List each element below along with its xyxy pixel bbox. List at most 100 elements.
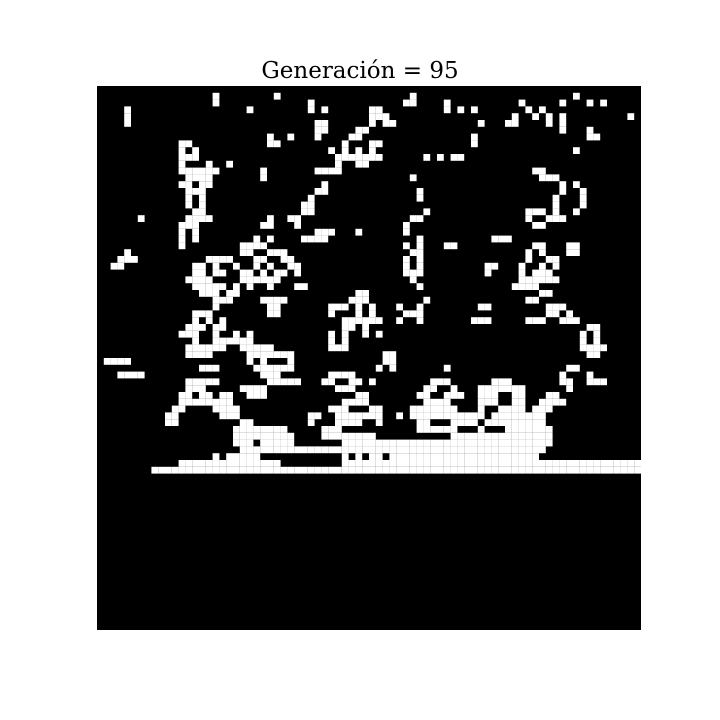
alive-cell (484, 466, 492, 474)
alive-cell (335, 167, 342, 175)
alive-cell (131, 371, 138, 379)
alive-cell (199, 262, 206, 270)
alive-cell (566, 364, 573, 372)
alive-cell (205, 392, 213, 399)
alive-cell (532, 405, 539, 413)
alive-cell (260, 351, 267, 358)
alive-cell (185, 174, 193, 182)
alive-cell (518, 432, 526, 440)
alive-cell (416, 460, 424, 467)
alive-cell (613, 460, 621, 467)
alive-cell (498, 432, 505, 440)
alive-cell (219, 317, 227, 324)
alive-cell (185, 351, 193, 358)
alive-cell (246, 426, 254, 433)
alive-cell (246, 330, 254, 338)
alive-cell (273, 446, 281, 454)
alive-cell (573, 249, 580, 256)
alive-cell (484, 262, 492, 270)
alive-cell (409, 439, 417, 447)
alive-cell (253, 432, 261, 440)
alive-cell (253, 351, 261, 358)
alive-cell (267, 215, 274, 222)
alive-cell (233, 290, 240, 297)
alive-cell (328, 303, 335, 311)
alive-cell (559, 120, 567, 127)
alive-cell (573, 364, 580, 372)
alive-cell (552, 174, 560, 182)
alive-cell (341, 337, 349, 345)
alive-cell (287, 364, 295, 372)
alive-cell (199, 188, 206, 195)
alive-cell (532, 419, 539, 426)
alive-cell (185, 378, 193, 386)
alive-cell (341, 405, 349, 413)
alive-cell (552, 208, 560, 216)
alive-cell (294, 283, 301, 290)
alive-cell (416, 439, 424, 447)
alive-cell (539, 466, 546, 474)
alive-cell (430, 460, 437, 467)
alive-cell (348, 371, 356, 379)
alive-cell (335, 405, 342, 413)
alive-cell (117, 256, 125, 263)
alive-cell (246, 242, 254, 250)
alive-cell (375, 364, 383, 372)
alive-cell (525, 256, 533, 263)
alive-cell (389, 364, 397, 372)
alive-cell (355, 378, 363, 386)
alive-cell (287, 351, 295, 358)
alive-cell (260, 256, 267, 263)
alive-cell (307, 194, 315, 202)
alive-cell (525, 317, 533, 324)
alive-cell (409, 269, 417, 277)
alive-cell (219, 398, 227, 406)
alive-cell (273, 378, 281, 386)
alive-cell (124, 249, 131, 256)
alive-cell (273, 310, 281, 318)
alive-cell (505, 385, 512, 392)
alive-cell (464, 446, 471, 454)
alive-cell (328, 371, 335, 379)
alive-cell (233, 432, 240, 440)
alive-cell (246, 249, 254, 256)
alive-cell (219, 405, 227, 413)
alive-cell (369, 405, 376, 413)
alive-cell (328, 147, 335, 154)
alive-cell (409, 446, 417, 454)
alive-cell (287, 432, 295, 440)
alive-cell (328, 337, 335, 345)
alive-cell (430, 412, 437, 420)
alive-cell (498, 378, 505, 386)
alive-cell (457, 154, 465, 161)
alive-cell (579, 337, 587, 345)
alive-cell (267, 276, 274, 284)
alive-cell (471, 439, 478, 447)
alive-cell (260, 167, 267, 175)
alive-cell (355, 290, 363, 297)
alive-cell (328, 466, 335, 474)
alive-cell (409, 174, 417, 182)
alive-cell (416, 419, 424, 426)
alive-cell (532, 453, 539, 460)
alive-cell (239, 439, 247, 447)
alive-cell (151, 466, 159, 474)
alive-cell (437, 460, 444, 467)
alive-cell (219, 392, 227, 399)
alive-cell (362, 154, 369, 161)
alive-cell (280, 256, 288, 263)
alive-cell (369, 439, 376, 447)
alive-cell (192, 276, 199, 284)
alive-cell (219, 256, 227, 263)
alive-cell (375, 419, 383, 426)
alive-cell (355, 160, 363, 168)
alive-cell (532, 466, 539, 474)
alive-cell (246, 453, 254, 460)
alive-cell (205, 215, 213, 222)
alive-cell (409, 466, 417, 474)
alive-cell (328, 167, 335, 175)
alive-cell (328, 228, 335, 236)
alive-cell (260, 385, 267, 392)
alive-cell (437, 412, 444, 420)
alive-cell (511, 392, 519, 399)
